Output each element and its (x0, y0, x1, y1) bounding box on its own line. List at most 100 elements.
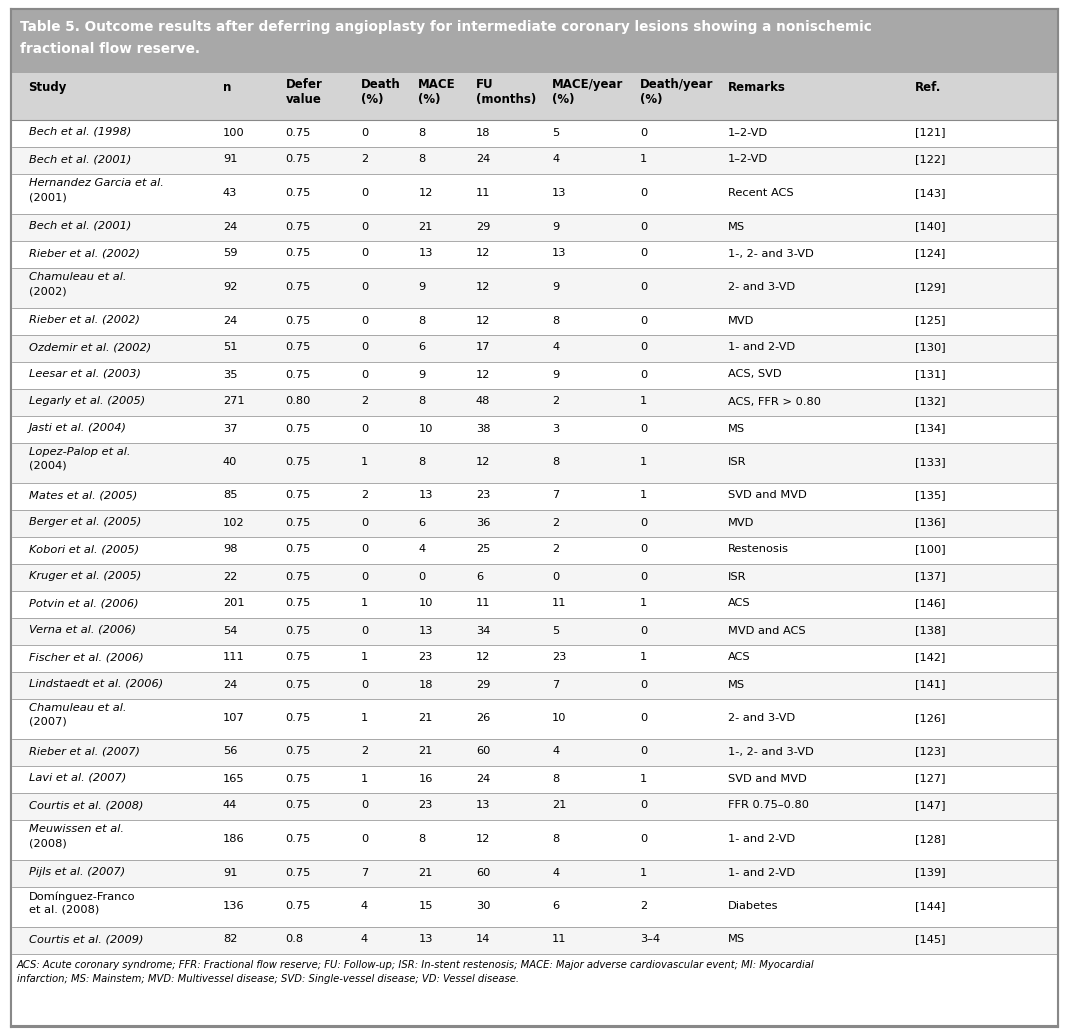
Text: 23: 23 (476, 490, 491, 500)
Text: 0.75: 0.75 (285, 457, 311, 467)
Text: Fischer et al. (2006): Fischer et al. (2006) (29, 652, 143, 662)
Text: MACE: MACE (418, 78, 456, 91)
Text: 1: 1 (640, 774, 647, 783)
Text: 2: 2 (552, 518, 559, 527)
Bar (12, 147, 1057, 174)
Text: 4: 4 (552, 867, 559, 877)
Text: (2001): (2001) (29, 192, 66, 202)
Text: Restenosis: Restenosis (728, 545, 789, 554)
Text: 0.75: 0.75 (285, 626, 311, 635)
Text: 0.75: 0.75 (285, 747, 311, 756)
Text: 40: 40 (223, 457, 237, 467)
Text: [142]: [142] (915, 653, 945, 662)
Text: 1: 1 (361, 457, 368, 467)
Bar (12, 241, 1057, 268)
Text: [140]: [140] (915, 222, 945, 231)
Text: MVD: MVD (728, 316, 754, 325)
Text: 9: 9 (418, 282, 425, 292)
Text: [139]: [139] (915, 867, 945, 877)
Text: 0: 0 (361, 370, 368, 379)
Text: 17: 17 (476, 343, 491, 352)
Text: 0: 0 (640, 282, 647, 292)
Text: 0: 0 (361, 424, 368, 433)
Text: 12: 12 (476, 457, 491, 467)
Text: 0: 0 (361, 249, 368, 259)
Text: 0: 0 (640, 127, 647, 138)
Text: Remarks: Remarks (728, 81, 786, 94)
Text: 21: 21 (418, 222, 433, 231)
Text: n: n (223, 81, 231, 94)
Bar (12, 214, 1057, 241)
Text: 2: 2 (361, 397, 368, 406)
Text: Bech et al. (2001): Bech et al. (2001) (29, 221, 130, 231)
Text: 0: 0 (640, 834, 647, 844)
Text: [132]: [132] (915, 397, 945, 406)
Text: 4: 4 (361, 901, 368, 911)
Text: 9: 9 (418, 370, 425, 379)
Text: 8: 8 (418, 316, 425, 325)
Text: fractional flow reserve.: fractional flow reserve. (20, 42, 200, 56)
Text: 107: 107 (223, 713, 245, 723)
Text: infarction; MS: Mainstem; MVD: Multivessel disease; SVD: Single-vessel disease; : infarction; MS: Mainstem; MVD: Multivess… (17, 974, 520, 984)
Text: 1: 1 (640, 653, 647, 662)
Text: 26: 26 (476, 713, 490, 723)
Bar (12, 174, 1057, 214)
Text: 0: 0 (640, 249, 647, 259)
Text: 15: 15 (418, 901, 433, 911)
Text: 1: 1 (361, 713, 368, 723)
Text: 0: 0 (361, 626, 368, 635)
Text: 201: 201 (223, 599, 245, 608)
Text: [131]: [131] (915, 370, 945, 379)
Text: Rieber et al. (2002): Rieber et al. (2002) (29, 248, 140, 258)
Text: 12: 12 (418, 188, 433, 198)
Bar (12, 510, 1057, 537)
Text: 1-, 2- and 3-VD: 1-, 2- and 3-VD (728, 249, 814, 259)
Text: [138]: [138] (915, 626, 945, 635)
Text: 0: 0 (640, 801, 647, 810)
Text: 1: 1 (640, 154, 647, 165)
Text: Courtis et al. (2008): Courtis et al. (2008) (29, 800, 143, 810)
Text: Meuwissen et al.: Meuwissen et al. (29, 824, 124, 834)
Text: 24: 24 (223, 680, 237, 690)
Text: 92: 92 (223, 282, 237, 292)
Text: 23: 23 (418, 653, 433, 662)
Text: value: value (285, 93, 322, 106)
Text: 11: 11 (552, 934, 567, 945)
Text: 10: 10 (418, 424, 433, 433)
Text: 2: 2 (640, 901, 647, 911)
Text: 10: 10 (552, 713, 567, 723)
Text: ISR: ISR (728, 457, 746, 467)
Text: 24: 24 (223, 222, 237, 231)
Text: 1- and 2-VD: 1- and 2-VD (728, 867, 794, 877)
Text: (2008): (2008) (29, 838, 66, 848)
Text: 13: 13 (418, 249, 433, 259)
Text: Lavi et al. (2007): Lavi et al. (2007) (29, 773, 126, 783)
Text: 0.75: 0.75 (285, 901, 311, 911)
Text: 43: 43 (223, 188, 237, 198)
Text: 0: 0 (640, 424, 647, 433)
Text: 0: 0 (361, 545, 368, 554)
Text: Berger et al. (2005): Berger et al. (2005) (29, 517, 141, 527)
Bar (12, 443, 1057, 483)
Text: 111: 111 (223, 653, 245, 662)
Text: [134]: [134] (915, 424, 945, 433)
Bar (12, 793, 1057, 821)
Text: [126]: [126] (915, 713, 945, 723)
Text: 0.75: 0.75 (285, 653, 311, 662)
Text: ISR: ISR (728, 572, 746, 581)
Text: (2007): (2007) (29, 717, 66, 727)
Text: 16: 16 (418, 774, 433, 783)
Bar (12, 362, 1057, 388)
Text: 10: 10 (418, 599, 433, 608)
Text: 1: 1 (640, 457, 647, 467)
Text: [143]: [143] (915, 188, 945, 198)
Text: 29: 29 (476, 680, 491, 690)
Text: 1: 1 (640, 599, 647, 608)
Text: 1: 1 (640, 867, 647, 877)
Text: Diabetes: Diabetes (728, 901, 778, 911)
Text: 0: 0 (361, 127, 368, 138)
Text: 12: 12 (476, 282, 491, 292)
Text: 102: 102 (223, 518, 245, 527)
Text: Leesar et al. (2003): Leesar et al. (2003) (29, 369, 140, 379)
Text: 0.75: 0.75 (285, 801, 311, 810)
